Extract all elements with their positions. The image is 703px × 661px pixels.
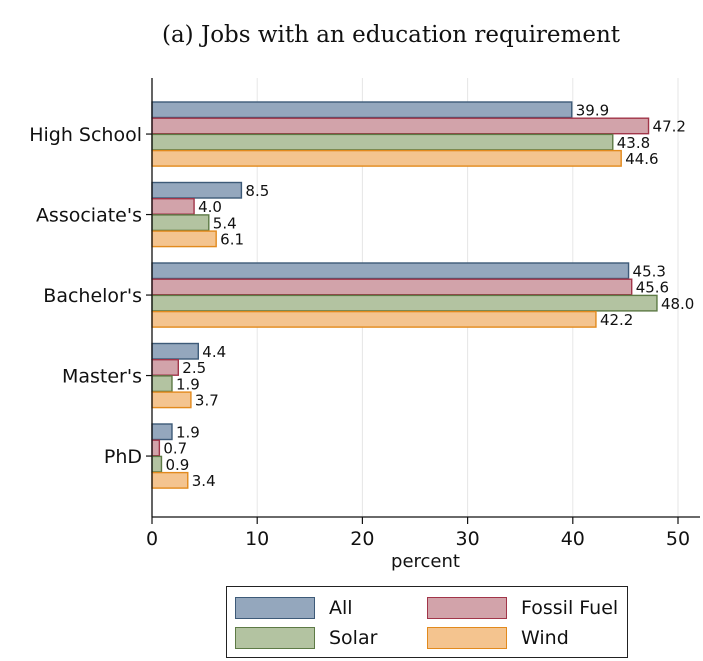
category-label: Bachelor's [43,285,142,307]
bar-all [151,101,573,119]
bar-solar [151,294,658,312]
legend: All Fossil Fuel Solar Wind [226,586,628,658]
bar-wind [151,391,192,409]
bar-fossil-fuel [151,278,633,296]
bar-wind [151,471,189,489]
bar-all [151,342,199,360]
x-tick-label-10: 10 [245,528,269,550]
legend-item-wind: Wind [427,623,619,653]
data-label: 43.8 [617,134,650,152]
bar-wind [151,230,217,248]
legend-label: All [329,597,353,619]
x-tick-label-20: 20 [350,528,374,550]
chart-title: (a) Jobs with an education requirement [162,22,621,48]
x-tick-label-40: 40 [561,528,585,550]
data-label: 42.2 [600,311,633,329]
bar-solar [151,133,614,151]
data-label: 6.1 [220,231,244,249]
bar-fossil-fuel [151,359,179,376]
x-tick-label-0: 0 [146,528,158,550]
category-label: High School [29,124,142,146]
data-label: 39.9 [576,102,609,120]
bars: 39.9 47.243.844.6 8.5 4.05.46.1 45.345.648.0… [151,101,694,490]
data-label: 44.6 [625,150,658,168]
category-label: PhD [104,446,142,468]
legend-swatch [235,597,315,619]
legend-swatch [427,627,507,649]
data-label: 5.4 [213,214,237,232]
category-label: Associate's [36,205,142,227]
data-label: 4.0 [198,198,222,216]
data-label: 1.9 [176,375,200,393]
data-label: 0.7 [163,440,187,458]
data-label: 4.4 [202,343,226,361]
bar-solar [151,455,163,473]
data-label: 47.2 [653,118,686,136]
legend-item-solar: Solar [235,623,427,653]
legend-label: Wind [521,627,569,649]
bar-fossil-fuel [151,117,650,135]
data-label: 45.6 [636,279,669,297]
data-label: 1.9 [176,424,200,442]
axes: 0 10 20 30 40 50 High School Associate's Bachelo… [29,78,700,550]
bar-wind [151,149,622,167]
legend-label: Solar [329,627,378,649]
legend-swatch [427,597,507,619]
data-label: 0.9 [165,456,189,474]
legend-item-all: All [235,593,427,623]
category-label: Master's [62,366,142,388]
x-tick-label-30: 30 [456,528,480,550]
bar-solar [151,375,173,393]
data-label: 48.0 [661,295,694,313]
bar-fossil-fuel [151,439,161,457]
legend-label: Fossil Fuel [521,597,619,619]
bar-solar [151,214,210,232]
data-label: 8.5 [245,182,269,200]
bar-all [151,181,243,199]
data-label: 45.3 [633,263,666,281]
data-label: 3.4 [192,472,216,490]
x-tick-label-50: 50 [666,528,690,550]
bar-all [151,423,173,441]
bar-all [151,262,630,280]
bar-wind [151,310,597,328]
bar-fossil-fuel [151,197,195,215]
data-label: 2.5 [182,359,206,377]
x-axis-title: percent [391,551,460,572]
legend-item-fossil-fuel: Fossil Fuel [427,593,619,623]
data-label: 3.7 [195,392,219,410]
legend-swatch [235,627,315,649]
